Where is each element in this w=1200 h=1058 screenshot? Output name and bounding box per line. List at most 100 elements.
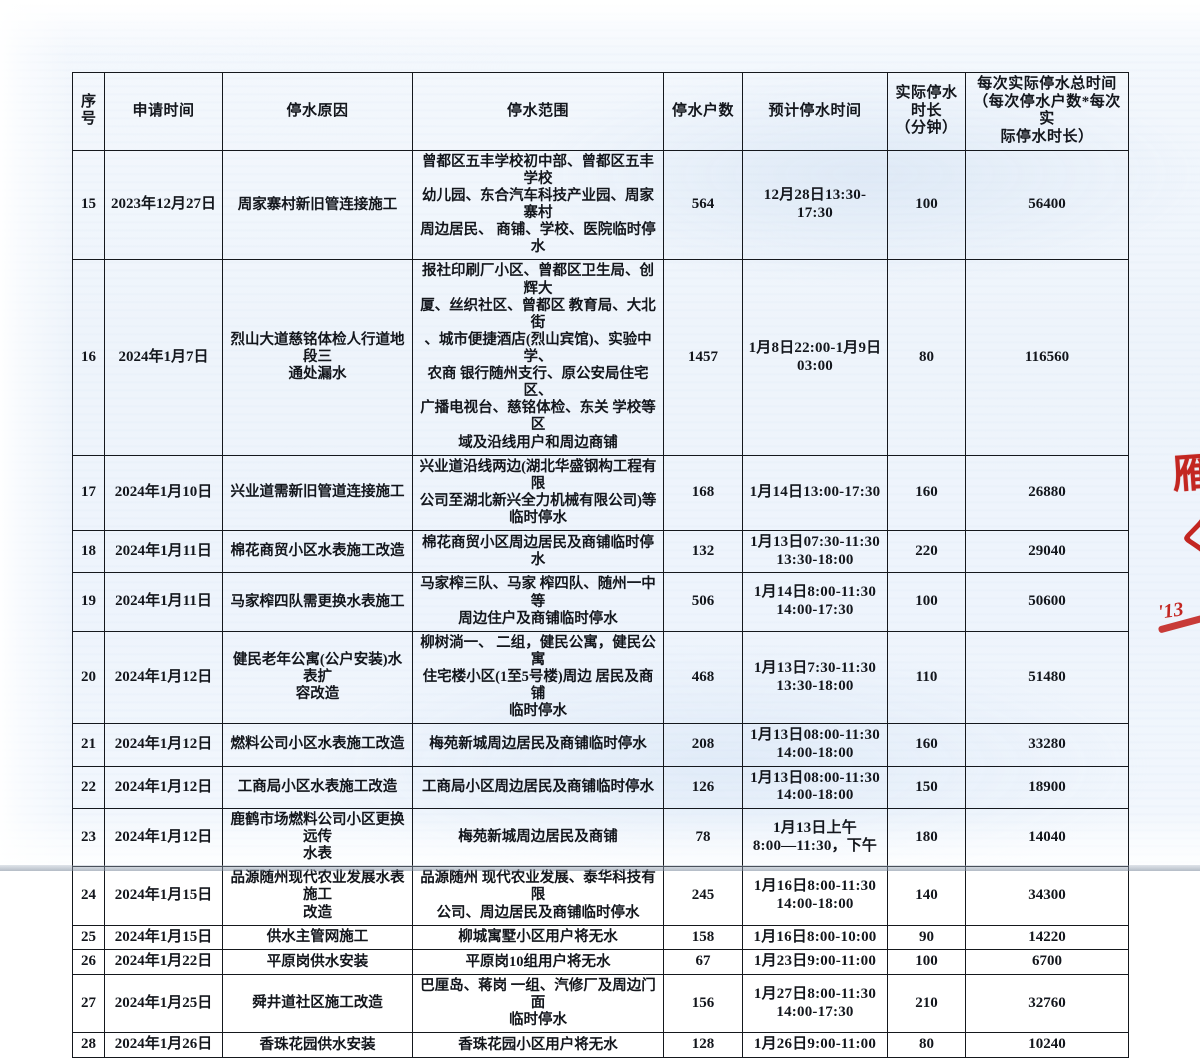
cell-apply-time: 2024年1月15日 <box>104 866 223 926</box>
cell-planned-time-line: 8:00—11:30，下午 <box>752 837 878 854</box>
cell-reason-line: 品源随州现代农业发展水表施工 <box>230 870 405 904</box>
cell-scope-line: 工商局小区周边居民及商铺临时停水 <box>422 778 654 795</box>
cell-scope: 香珠花园小区用户将无水 <box>412 1032 664 1058</box>
cell-apply-time: 2024年1月25日 <box>104 974 223 1034</box>
cell-scope-line: 住宅楼小区(1至5号楼)周边 居民及商铺 <box>422 668 654 703</box>
cell-households: 67 <box>663 949 743 976</box>
cell-total: 14040 <box>965 808 1129 868</box>
cell-households: 128 <box>663 1032 743 1058</box>
cell-apply-time: 2024年1月15日 <box>104 924 223 951</box>
cell-apply-time: 2024年1月7日 <box>104 259 223 456</box>
cell-scope-line: 周边住户及商铺临时停水 <box>458 610 618 627</box>
cell-planned-time-line: 1月13日08:00-11:30 <box>750 727 880 744</box>
cell-apply-time: 2024年1月12日 <box>104 808 223 868</box>
cell-scope-line: 广播电视台、慈铭体检、东关 学校等区 <box>420 400 656 434</box>
cell-households: 168 <box>663 454 743 532</box>
cell-planned-time-line: 1月13日07:30-11:30 <box>750 534 880 551</box>
cell-scope-line: 兴业道沿线两边(湖北华盛钢构工程有限 <box>419 458 657 492</box>
cell-reason-line: 燃料公司小区水表施工改造 <box>230 736 405 753</box>
cell-duration: 80 <box>887 1032 966 1058</box>
cell-households: 506 <box>663 572 743 632</box>
cell-total: 18900 <box>965 765 1129 810</box>
cell-duration: 90 <box>887 924 966 951</box>
cell-scope-line: 临时停水 <box>509 509 567 526</box>
cell-index: 20 <box>72 630 105 725</box>
header-index-line: 号 <box>80 111 96 128</box>
header-duration-line: 实际停水 <box>895 84 958 101</box>
cell-scope-line: 梅苑新城周边居民及商铺临时停水 <box>429 736 647 753</box>
cell-total: 10240 <box>965 1032 1129 1058</box>
cell-reason: 品源随州现代农业发展水表施工 改造 <box>222 866 413 926</box>
header-planned-time: 预计停水时间 <box>742 72 888 151</box>
cell-reason-line: 棉花商贸小区水表施工改造 <box>230 543 405 560</box>
cell-index: 28 <box>72 1032 105 1058</box>
cell-scope-line: 公司至湖北新兴全力机械有限公司)等 <box>419 492 657 509</box>
cell-scope-line: 曾都区五丰学校初中部、曾都区五丰学校 <box>422 153 654 187</box>
header-total: 每次实际停水总时间 （每次停水户数*每次实 际停水时长） <box>965 72 1129 151</box>
cell-reason-line: 周家寨村新旧管连接施工 <box>237 196 398 213</box>
header-total-line: （每次停水户数*每次实 <box>973 93 1121 128</box>
cell-index: 17 <box>72 454 105 532</box>
cell-reason: 工商局小区水表施工改造 <box>222 765 413 810</box>
table-row: 17 2024年1月10日 兴业道需新旧管道连接施工 兴业道沿线两边(湖北华盛钢构工程… <box>72 454 1129 532</box>
cell-scope-line: 农商 银行随州支行、原公安局住宅区、 <box>427 366 649 400</box>
red-seal-mark-upper: 雁 <box>1170 449 1200 498</box>
header-index: 序 号 <box>72 72 105 151</box>
cell-households: 245 <box>663 866 743 926</box>
cell-planned-time-line: 1月16日8:00-10:00 <box>753 928 877 945</box>
cell-scope-line: 幼儿园、东合汽车科技产业园、周家寨村 <box>422 187 654 222</box>
cell-scope: 工商局小区周边居民及商铺临时停水 <box>412 765 664 810</box>
cell-total: 34300 <box>965 866 1129 926</box>
cell-total: 32760 <box>965 974 1129 1034</box>
cell-duration: 100 <box>887 149 966 261</box>
cell-households: 208 <box>663 723 743 767</box>
cell-apply-time: 2024年1月11日 <box>104 572 223 632</box>
table-row: 24 2024年1月15日 品源随州现代农业发展水表施工 改造 品源随州 现代农业发展、… <box>72 866 1129 926</box>
cell-duration: 210 <box>887 974 966 1034</box>
table-body: 15 2023年12月27日 周家寨村新旧管连接施工 曾都区五丰学校初中部、曾都区五丰… <box>72 149 1129 1058</box>
cell-reason: 香珠花园供水安装 <box>222 1032 413 1058</box>
header-apply-time: 申请时间 <box>104 72 223 151</box>
cell-reason-line: 健民老年公寓(公户安装)水表扩 <box>232 651 403 685</box>
cell-planned-time-line: 1月26日9:00-11:00 <box>753 1036 877 1053</box>
cell-planned-time: 1月27日8:00-11:30 14:00-17:30 <box>742 974 888 1034</box>
cell-scope: 平原岗10组用户将无水 <box>412 949 664 976</box>
cell-total: 14220 <box>965 924 1129 951</box>
header-duration-line: 时长 <box>910 102 942 119</box>
header-duration-line: （分钟） <box>895 120 958 137</box>
cell-duration: 100 <box>887 949 966 976</box>
header-reason: 停水原因 <box>222 72 413 151</box>
cell-scope: 品源随州 现代农业发展、泰华科技有限 公司、周边居民及商铺临时停水 <box>412 866 664 926</box>
cell-scope-line: 厦、丝织社区、曾都区 教育局、大北街 <box>420 297 656 331</box>
cell-planned-time-line: 1月13日7:30-11:30 <box>753 659 877 676</box>
table-row: 22 2024年1月12日 工商局小区水表施工改造 工商局小区周边居民及商铺临时停水 1… <box>72 765 1129 810</box>
cell-scope-line: 、城市便捷酒店(烈山宾馆)、实验中学、 <box>424 331 652 365</box>
table-row: 21 2024年1月12日 燃料公司小区水表施工改造 梅苑新城周边居民及商铺临时停水 2… <box>72 723 1129 767</box>
cell-planned-time-line: 14:00-18:00 <box>776 896 854 913</box>
cell-index: 18 <box>72 530 105 574</box>
water-outage-table: 序 号 申请时间 停水原因 停水范围 停水户数 预计停水时间 实际停水 时长 （… <box>72 72 1129 1058</box>
cell-duration: 180 <box>887 808 966 868</box>
cell-apply-time: 2024年1月12日 <box>104 723 223 767</box>
cell-total: 33280 <box>965 723 1129 767</box>
cell-planned-time-line: 13:30-18:00 <box>776 677 854 694</box>
cell-duration: 110 <box>887 630 966 725</box>
cell-planned-time-line: 12月28日13:30-17:30 <box>763 187 867 222</box>
cell-scope-line: 周边居民、 商铺、学校、医院临时停水 <box>420 222 656 256</box>
table-row: 28 2024年1月26日 香珠花园供水安装 香珠花园小区用户将无水 128 1月26日9… <box>72 1032 1129 1058</box>
header-households: 停水户数 <box>663 72 743 151</box>
cell-planned-time-line: 14:00-18:00 <box>776 787 854 804</box>
cell-planned-time-line: 14:00-18:00 <box>776 744 854 761</box>
header-duration: 实际停水 时长 （分钟） <box>887 72 966 151</box>
cell-scope-line: 香珠花园小区用户将无水 <box>458 1036 618 1053</box>
cell-households: 126 <box>663 765 743 810</box>
cell-reason: 燃料公司小区水表施工改造 <box>222 723 413 767</box>
table-row: 23 2024年1月12日 鹿鹤市场燃料公司小区更换远传 水表 梅苑新城周边居民及商铺 7… <box>72 808 1129 868</box>
cell-scope-line: 柳树淌一、 二组，健民公寓，健民公寓 <box>420 634 656 668</box>
cell-reason-line: 烈山大道慈铭体检人行道地段三 <box>230 331 405 365</box>
cell-reason-line: 通处漏水 <box>288 366 347 383</box>
cell-apply-time: 2023年12月27日 <box>104 149 223 261</box>
cell-reason-line: 兴业道需新旧管道连接施工 <box>230 484 405 501</box>
red-handwritten-note: '13 <box>1156 598 1185 624</box>
cell-reason-line: 鹿鹤市场燃料公司小区更换远传 <box>230 812 405 846</box>
